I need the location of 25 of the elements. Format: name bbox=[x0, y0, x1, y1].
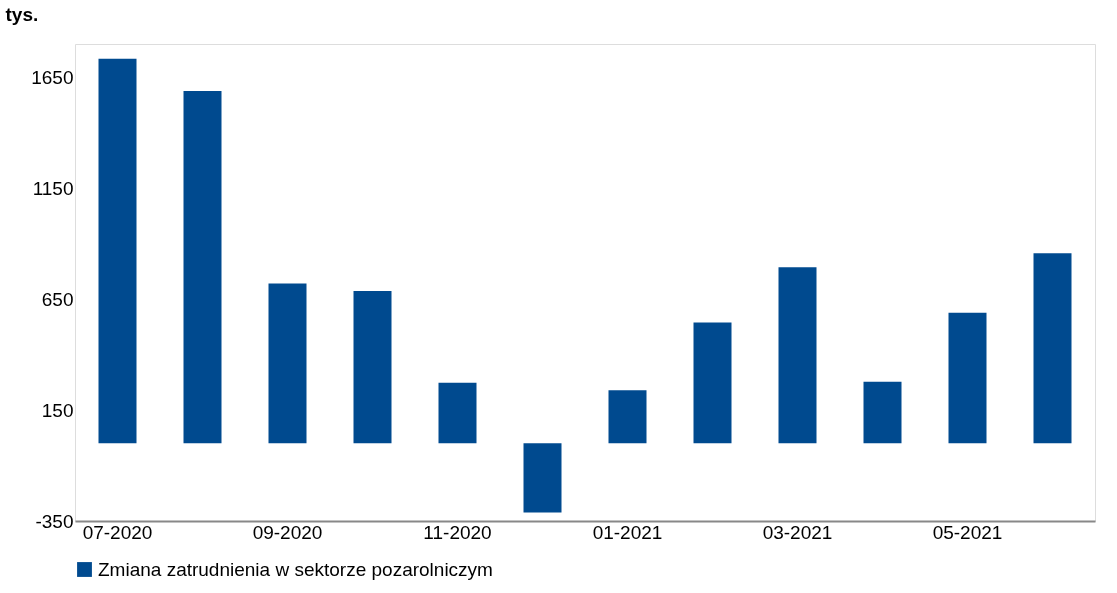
bar bbox=[98, 58, 137, 444]
bar bbox=[268, 283, 307, 444]
bar bbox=[353, 290, 392, 444]
x-tick-label: 03-2021 bbox=[762, 521, 833, 543]
bar bbox=[863, 381, 902, 444]
y-tick-label: 150 bbox=[41, 399, 74, 421]
y-tick-label: 650 bbox=[41, 288, 74, 310]
y-axis-title: tys. bbox=[5, 3, 39, 25]
bar bbox=[523, 443, 562, 513]
bar bbox=[693, 322, 732, 444]
y-tick-label: -350 bbox=[35, 510, 74, 532]
bar bbox=[778, 267, 817, 444]
bar bbox=[438, 382, 477, 444]
y-tick-label: 1650 bbox=[31, 66, 74, 88]
y-tick-label: 1150 bbox=[32, 177, 74, 199]
bar bbox=[183, 91, 222, 444]
legend-label: Zmiana zatrudnienia w sektorze pozarolniczym bbox=[98, 558, 493, 580]
x-tick-label: 01-2021 bbox=[592, 521, 663, 543]
bar bbox=[608, 390, 647, 444]
x-tick-label: 05-2021 bbox=[932, 521, 1003, 543]
x-tick-label: 09-2020 bbox=[252, 521, 323, 543]
x-tick-label: 11-2020 bbox=[423, 521, 492, 543]
x-tick-label: 07-2020 bbox=[82, 521, 153, 543]
bar bbox=[948, 312, 987, 444]
bar bbox=[1033, 253, 1072, 444]
